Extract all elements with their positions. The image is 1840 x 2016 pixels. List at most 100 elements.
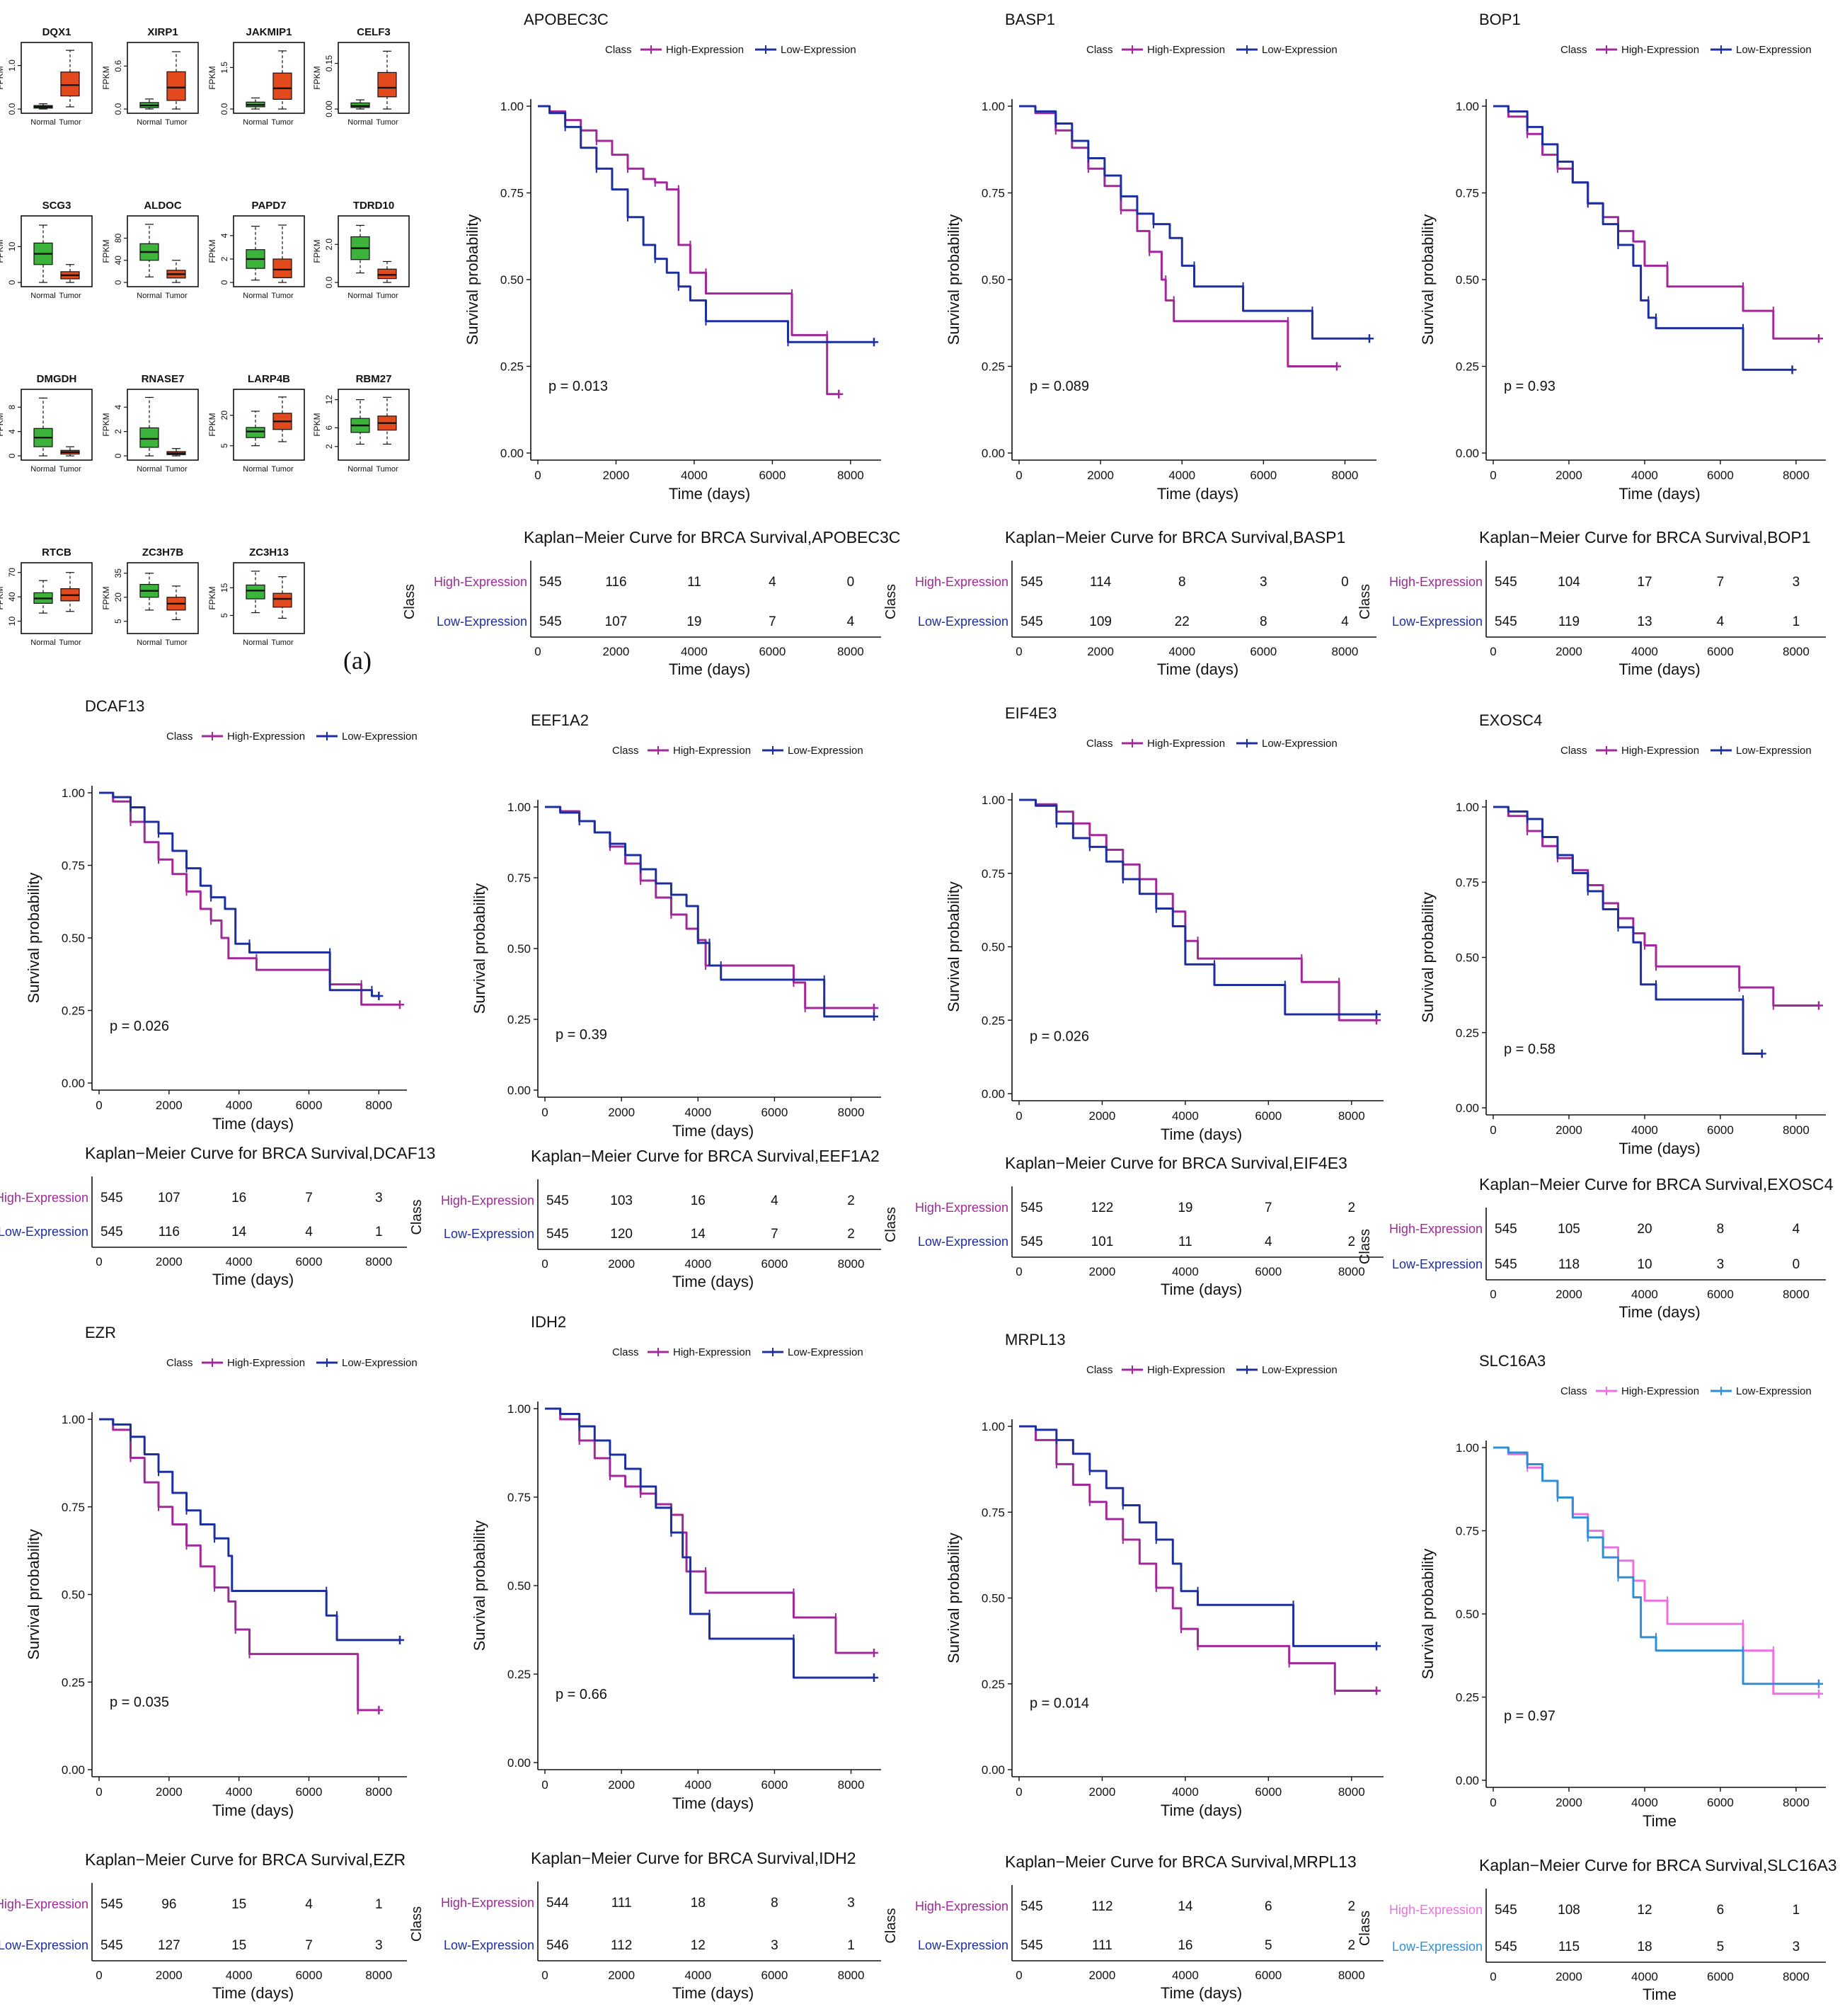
risk-low-count: 5: [1717, 1940, 1725, 1954]
normal-label: Normal: [243, 118, 268, 127]
x-tick-label: 4000: [1172, 1785, 1199, 1799]
y-tick-label: 0.50: [62, 932, 85, 945]
tick-label: 4: [219, 233, 229, 238]
y-tick-label: 1.00: [982, 794, 1005, 807]
risk-x-tick-label: 8000: [838, 1257, 865, 1271]
tumor-box: [377, 71, 397, 98]
risk-low-count: 545: [539, 614, 562, 629]
risk-low-count: 119: [1558, 614, 1580, 629]
legend-title: Class: [1086, 44, 1113, 56]
y-tick-label: 0.50: [62, 1588, 85, 1602]
low-end-marker: [870, 338, 878, 347]
risk-low-count: 1: [847, 1938, 855, 1953]
low-end-marker: [374, 992, 384, 1000]
x-tick-label: 6000: [1707, 1796, 1734, 1809]
risk-low-count: 545: [1020, 1938, 1043, 1953]
risk-low-count: 3: [771, 1938, 778, 1953]
x-tick-label: 6000: [1707, 1123, 1734, 1137]
risk-high-count: 0: [1341, 575, 1349, 590]
risk-high-count: 17: [1637, 575, 1652, 590]
risk-low-count: 14: [691, 1227, 706, 1242]
x-tick-label: 6000: [761, 1106, 788, 1119]
risk-x-tick-label: 2000: [603, 645, 630, 658]
tumor-box: [272, 258, 292, 278]
x-tick-label: 0: [1490, 1796, 1496, 1809]
boxplot-title: DMGDH: [37, 373, 77, 385]
panel-label: (a): [343, 646, 372, 675]
risk-x-tick-label: 2000: [608, 1257, 635, 1271]
legend-low-label: Low-Expression: [1736, 745, 1812, 757]
y-axis-label: Survival probability: [464, 214, 481, 345]
risk-x-tick-label: 4000: [1631, 645, 1658, 658]
risk-low-count: 3: [375, 1938, 383, 1953]
legend-title: Class: [605, 44, 632, 56]
y-tick-label: 0.75: [982, 1506, 1005, 1519]
tumor-label: Tumor: [271, 638, 294, 647]
risk-low-count: 11: [1178, 1235, 1192, 1249]
y-tick-label: 0.75: [62, 859, 85, 873]
tick-label: 2: [219, 256, 229, 261]
risk-x-tick-label: 0: [96, 1255, 102, 1268]
risk-high-count: 16: [231, 1191, 246, 1205]
risk-low-count: 4: [847, 614, 855, 629]
risk-high-count: 19: [1178, 1201, 1192, 1215]
tick-label: 5: [219, 443, 229, 448]
risk-row-high-label: High-Expression: [434, 575, 527, 589]
fpkm-label: FPKM: [207, 66, 217, 89]
y-tick-label: 0.75: [500, 187, 524, 200]
risk-high-count: 544: [546, 1896, 569, 1911]
boxplot-frame: [233, 215, 305, 287]
risk-row-high-label: High-Expression: [915, 1201, 1008, 1215]
tick-label: 2: [324, 444, 334, 449]
tick-label: 15: [219, 583, 229, 592]
y-tick-label: 0.50: [500, 273, 524, 287]
risk-x-tick-label: 4000: [684, 1969, 711, 1982]
risk-low-count: 14: [231, 1225, 247, 1239]
risk-low-count: 545: [1020, 1235, 1043, 1249]
x-tick-label: 8000: [837, 469, 864, 482]
legend-high-marker: [647, 45, 655, 54]
boxplot-frame: [21, 215, 93, 287]
risk-high-count: 108: [1558, 1903, 1580, 1918]
risk-high-count: 16: [691, 1193, 706, 1208]
tick-label: 0.0: [219, 103, 229, 115]
y-tick-label: 0.25: [500, 360, 524, 374]
risk-x-tick-label: 6000: [761, 1257, 788, 1271]
x-tick-label: 2000: [1556, 1123, 1582, 1137]
risk-low-count: 8: [1260, 614, 1267, 629]
risk-high-count: 7: [1265, 1201, 1272, 1215]
risk-row-high-label: High-Expression: [441, 1896, 534, 1910]
legend-low-label: Low-Expression: [788, 745, 863, 757]
x-tick-label: 8000: [365, 1785, 392, 1799]
x-tick-label: 6000: [1707, 469, 1734, 482]
y-tick-label: 1.00: [1456, 100, 1479, 113]
tick-label: 0.6: [113, 60, 123, 72]
risk-x-tick-label: 8000: [1338, 1969, 1365, 1982]
risk-x-tick-label: 4000: [1631, 1288, 1658, 1301]
fpkm-label: FPKM: [312, 413, 322, 436]
km-panel-bop1: BOP1 Class High-Expression Low-Expression 0.…: [1357, 11, 1826, 678]
legend-high-label: High-Expression: [1147, 1364, 1225, 1376]
risk-class-label: Class: [402, 584, 418, 619]
y-tick-label: 1.00: [507, 801, 531, 814]
low-expression-curve: [545, 1407, 874, 1679]
normal-box: [246, 427, 265, 438]
x-tick-label: 4000: [1168, 469, 1195, 482]
normal-label: Normal: [347, 118, 372, 127]
y-tick-label: 1.00: [982, 1420, 1005, 1433]
legend-low-marker: [1243, 45, 1251, 54]
x-tick-label: 2000: [1089, 1109, 1116, 1123]
legend-high-label: High-Expression: [1147, 738, 1225, 750]
risk-x-tick-label: 6000: [761, 1969, 788, 1982]
risk-row-low-label: Low-Expression: [1392, 1940, 1483, 1954]
y-tick-label: 0.25: [1456, 1691, 1479, 1705]
x-axis-label: Time (days): [212, 1802, 294, 1819]
y-tick-label: 0.00: [982, 1087, 1005, 1101]
x-axis-label: Time (days): [212, 1115, 294, 1133]
risk-high-count: 4: [769, 575, 776, 590]
gene-title: EZR: [85, 1324, 116, 1341]
